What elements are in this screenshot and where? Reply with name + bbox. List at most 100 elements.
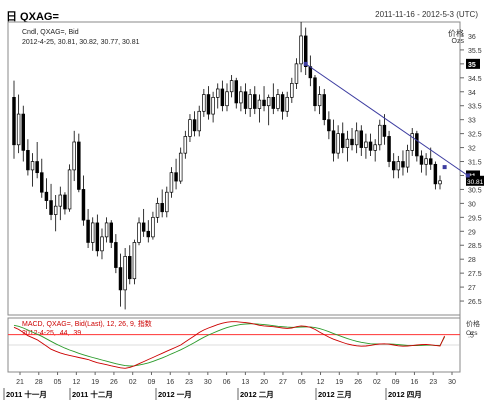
- price-tick-label: 32.5: [468, 132, 482, 139]
- candle-body: [58, 194, 63, 207]
- candle-body: [192, 119, 197, 132]
- x-tick-label: 28: [35, 379, 43, 386]
- x-tick-label: 26: [354, 379, 362, 386]
- macd-signal-line: [13, 323, 445, 367]
- candle-body: [67, 169, 72, 210]
- price-level-label: 35: [468, 62, 476, 69]
- x-tick-label: 12: [317, 379, 325, 386]
- price-tick-label: 29.5: [468, 215, 482, 222]
- x-tick-label: 27: [279, 379, 287, 386]
- trendline-handle-start: [303, 61, 308, 66]
- candle-body: [266, 96, 271, 107]
- candle-body: [317, 94, 322, 107]
- candle-body: [424, 158, 428, 165]
- candle-body: [276, 94, 280, 109]
- x-tick-label: 13: [241, 379, 249, 386]
- candle-body: [63, 194, 67, 210]
- candle-body: [188, 119, 192, 137]
- price-level-badge: [466, 58, 480, 69]
- candle-body: [81, 189, 86, 221]
- candle-body: [128, 256, 132, 280]
- candle-body: [354, 130, 359, 146]
- candle-body: [299, 35, 303, 65]
- macd-line: [13, 321, 446, 369]
- x-tick-label: 12: [72, 379, 80, 386]
- price-tick-label: 33.5: [468, 104, 482, 111]
- x-tick-label: 06: [223, 379, 231, 386]
- candle-body: [294, 63, 299, 84]
- price-tick-label: 31.5: [468, 160, 482, 167]
- date-range: 2011-11-16 - 2012-5-3 (UTC): [375, 10, 478, 19]
- price-level-badge: [466, 170, 480, 181]
- price-tick-label: 30: [468, 201, 476, 208]
- x-tick-label: 02: [373, 379, 381, 386]
- candle-body: [86, 219, 90, 243]
- candle-body: [216, 88, 220, 98]
- candle-body: [72, 141, 76, 171]
- candle-body: [378, 124, 382, 146]
- candle-body: [225, 91, 229, 107]
- candle-body: [438, 180, 442, 185]
- x-tick-label: 23: [185, 379, 193, 386]
- last-price-badge: [466, 175, 484, 186]
- candle-body: [345, 138, 350, 148]
- candle-body: [169, 172, 174, 193]
- price-tick-label: 28: [468, 257, 476, 264]
- candle-body: [202, 94, 206, 112]
- candle-body: [114, 242, 118, 268]
- candle-body: [206, 94, 211, 115]
- price-tick-label: 27.5: [468, 271, 482, 278]
- price-tick-label: 33: [468, 118, 476, 125]
- candle-body: [336, 133, 340, 154]
- macd-tick-label: .5: [468, 333, 474, 340]
- chart-title: 日 QXAG=: [6, 11, 59, 23]
- trendline: [305, 63, 469, 176]
- candle-body: [21, 113, 25, 151]
- price-tick-label: 35.5: [468, 48, 482, 55]
- candle-body: [90, 222, 95, 243]
- price-unit-label: 价格: [448, 29, 464, 38]
- candle-body: [410, 133, 414, 151]
- candle-body: [35, 161, 39, 174]
- x-tick-label: 20: [260, 379, 268, 386]
- month-label: 2012 三月: [318, 390, 352, 399]
- x-tick-label: 02: [129, 379, 137, 386]
- x-tick-label: 16: [166, 379, 174, 386]
- x-tick-label: 09: [148, 379, 156, 386]
- candle-body: [100, 236, 104, 252]
- month-label: 2011 十二月: [72, 389, 113, 399]
- price-tick-label: 36: [468, 34, 476, 41]
- x-tick-label: 30: [204, 379, 212, 386]
- candle-body: [211, 96, 215, 115]
- candle-body: [401, 161, 405, 168]
- candle-body: [155, 203, 160, 218]
- candle-body: [341, 133, 345, 148]
- x-tick-label: 05: [298, 379, 306, 386]
- month-label: 2012 二月: [240, 390, 274, 399]
- price-tick-label: 32: [468, 146, 476, 153]
- candle-body: [248, 94, 252, 109]
- candle-body: [396, 161, 401, 171]
- candle-body: [137, 222, 141, 243]
- macd-legend: MACD, QXAG=, Bid(Last), 12, 26, 9, 指数 20…: [22, 320, 152, 338]
- x-tick-label: 05: [54, 379, 62, 386]
- candle-body: [40, 172, 44, 193]
- x-tick-label: 23: [429, 379, 437, 386]
- candle-body: [220, 88, 225, 107]
- candle-body: [151, 216, 155, 238]
- candle-body: [387, 136, 391, 162]
- price-tick-label: 27: [468, 285, 476, 292]
- candle-body: [290, 83, 294, 98]
- macd-legend-series: MACD, QXAG=, Bid(Last), 12, 26, 9, 指数: [22, 321, 152, 328]
- candle-body: [123, 256, 127, 291]
- trendline-handle-end: [465, 173, 470, 178]
- x-tick-label: 16: [411, 379, 419, 386]
- candle-body: [391, 161, 396, 171]
- candle-body: [146, 230, 151, 238]
- candle-body: [327, 119, 331, 132]
- candle-body: [405, 150, 410, 168]
- candle-body: [30, 161, 35, 171]
- macd-unit2-label: Ozs: [466, 330, 478, 337]
- candle-body: [53, 205, 58, 215]
- candle-body: [433, 163, 438, 185]
